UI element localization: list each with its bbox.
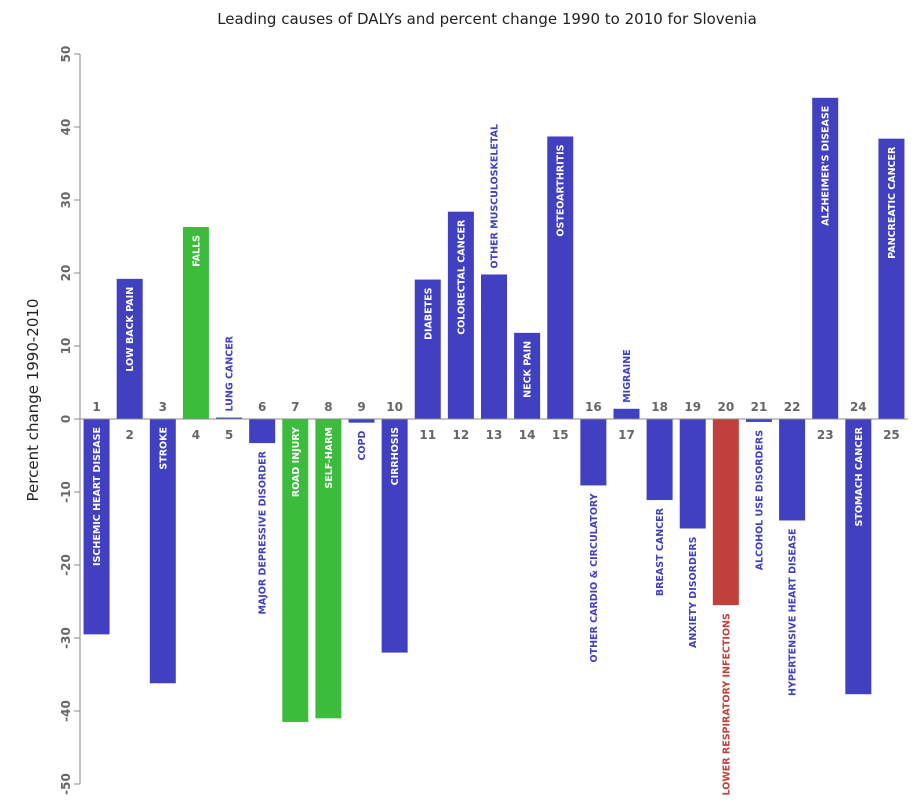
bar [149,419,176,684]
bar-cause-label: COPD [357,431,368,461]
bar-rank-label: 4 [192,428,200,442]
y-tick-label: -10 [59,481,73,503]
bar-rank-label: 19 [684,400,701,414]
bar-rank-label: 3 [159,400,167,414]
bar-cause-label: ROAD INJURY [291,427,302,497]
bar-cause-label: LOW BACK PAIN [125,287,136,372]
bar-cause-label: SELF-HARM [324,427,335,489]
bar [282,419,309,722]
bar-cause-label: HYPERTENSIVE HEART DISEASE [788,528,799,696]
bar-cause-label: OTHER MUSCULOSKELETAL [490,124,501,269]
bar-rank-label: 20 [717,400,734,414]
y-tick-label: 30 [59,192,73,209]
bar-cause-label: OSTEOARTHRITIS [556,144,567,236]
y-tick-label: -40 [59,700,73,722]
bar-cause-label: ALZHEIMER'S DISEASE [821,106,832,226]
bar [182,227,209,419]
bar [745,419,772,422]
bar [481,274,507,419]
y-tick-label: -50 [59,773,73,795]
bar-cause-label: STOMACH CANCER [854,426,865,526]
bar-cause-label: ISCHEMIC HEART DISEASE [92,427,103,566]
bar [580,419,607,486]
bar-cause-label: BREAST CANCER [655,507,666,596]
bar-rank-label: 11 [419,428,436,442]
bar [116,278,143,419]
bar-cause-label: LUNG CANCER [225,335,236,411]
bar [381,419,408,653]
y-tick-label: 0 [59,415,73,423]
bar-cause-label: MAJOR DEPRESSIVE DISORDER [258,450,269,614]
y-tick-label: 20 [59,265,73,282]
bar [812,97,839,420]
bar [216,417,243,419]
bar [779,419,806,521]
bar-rank-label: 8 [324,400,332,414]
bar-rank-label: 2 [126,428,134,442]
bar-rank-label: 1 [92,400,100,414]
bar-rank-label: 18 [651,400,668,414]
y-tick-label: 50 [59,46,73,63]
bar-rank-label: 23 [817,428,834,442]
bar [414,279,441,419]
bar-rank-label: 22 [784,400,801,414]
bars [83,97,905,722]
bar [878,138,905,419]
bar-cause-label: NECK PAIN [523,341,534,398]
bar [514,332,541,419]
bar-cause-label: LOWER RESPIRATORY INFECTIONS [721,613,732,795]
bar-rank-label: 13 [486,428,503,442]
bar-rank-label: 10 [386,400,403,414]
y-axis: -50 -40 -30 -20 -10 0 10 20 30 40 50 [59,46,81,795]
bar-cause-label: OTHER CARDIO & CIRCULATORY [589,493,600,662]
bar-cause-label: PANCREATIC CANCER [887,146,898,259]
bar-cause-label: FALLS [191,235,202,267]
bar [613,408,640,419]
y-tick-label: -20 [59,554,73,576]
chart-title: Leading causes of DALYs and percent chan… [217,10,757,28]
bar-rank-label: 5 [225,428,233,442]
y-axis-label: Percent change 1990-2010 [24,299,42,502]
bar-rank-label: 21 [751,400,768,414]
bar [315,419,342,719]
bar [348,419,375,423]
bar-rank-label: 16 [585,400,602,414]
bar-rank-label: 14 [519,428,536,442]
bar-cause-label: DIABETES [423,287,434,339]
bar [679,419,706,529]
bar-rank-label: 12 [453,428,470,442]
y-tick-label: 40 [59,119,73,136]
bar-rank-label: 15 [552,428,569,442]
y-tick-label: -30 [59,627,73,649]
bar-cause-label: COLORECTAL CANCER [456,219,467,335]
bar [646,419,673,501]
bar [447,211,474,419]
bar-cause-label: ANXIETY DISORDERS [688,536,699,648]
bar-rank-label: 25 [883,428,900,442]
bar-cause-label: MIGRAINE [622,349,633,402]
bar [83,419,110,635]
bar-rank-label: 7 [291,400,299,414]
y-tick-label: 10 [59,338,73,355]
bar-cause-label: CIRRHOSIS [390,427,401,486]
bar-cause-label: ALCOHOL USE DISORDERS [754,430,765,571]
bar-rank-label: 24 [850,400,867,414]
bar-rank-label: 9 [357,400,365,414]
bar [547,136,574,420]
bar [845,419,872,695]
bar-rank-label: 6 [258,400,266,414]
bar-cause-label: STROKE [158,427,169,470]
bar [249,419,276,444]
bar-rank-label: 17 [618,428,635,442]
bar-labels: 1 ISCHEMIC HEART DISEASE 2 LOW BACK PAIN 3 ST… [92,106,900,796]
bar [712,419,739,606]
